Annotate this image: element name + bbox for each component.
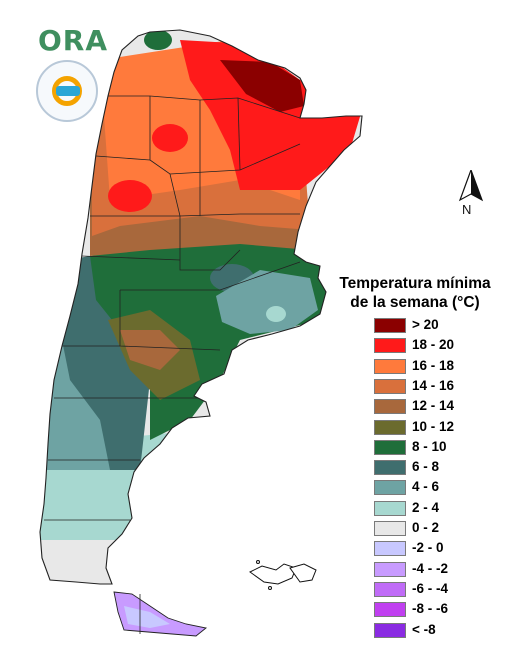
legend-item: 8 - 10 <box>374 438 494 458</box>
north-label: N <box>462 202 472 217</box>
legend-item: -6 - -4 <box>374 580 494 600</box>
legend-label: 6 - 8 <box>412 459 440 475</box>
legend-swatch <box>374 480 406 496</box>
legend-label: 0 - 2 <box>412 520 440 535</box>
legend-swatch <box>374 602 406 618</box>
legend-item: 14 - 16 <box>374 377 494 397</box>
legend-item: 18 - 20 <box>374 337 494 356</box>
legend-swatch <box>374 500 406 516</box>
legend-swatch <box>374 622 406 638</box>
legend-title: Temperatura mínima de la semana (°C) <box>330 274 500 312</box>
legend-swatch <box>374 378 406 394</box>
legend-item: 2 - 4 <box>374 499 494 519</box>
legend-item: -8 - -6 <box>374 601 494 620</box>
legend-item: 12 - 14 <box>374 398 494 417</box>
legend-item: > 20 <box>374 317 494 336</box>
legend-swatch <box>374 399 406 415</box>
legend-item: 6 - 8 <box>374 459 494 478</box>
legend-label: -2 - 0 <box>412 540 444 556</box>
ora-logo: ORA <box>38 24 108 57</box>
tierra-del-fuego <box>113 591 208 637</box>
legend-swatch <box>374 561 406 577</box>
legend-label: -8 - -6 <box>412 601 449 617</box>
legend-title-line-1: Temperatura mínima <box>339 275 491 292</box>
legend-swatch <box>374 460 406 476</box>
legend-swatch <box>374 439 406 455</box>
legend-label: 16 - 18 <box>412 357 455 373</box>
legend-swatch <box>374 419 406 435</box>
legend: Temperatura mínima de la semana (°C) > 2… <box>330 274 500 638</box>
legend-label: 14 - 16 <box>412 377 455 393</box>
legend-swatch <box>374 541 406 557</box>
legend-label: 12 - 14 <box>412 398 455 414</box>
legend-item: 16 - 18 <box>374 357 494 377</box>
legend-swatch <box>374 521 406 536</box>
seal-wave-icon <box>56 86 80 96</box>
legend-label: 10 - 12 <box>412 418 455 434</box>
legend-label: > 20 <box>412 317 439 332</box>
smn-seal-logo <box>36 60 98 122</box>
legend-label: 2 - 4 <box>412 499 440 515</box>
argentina-outline <box>39 29 363 585</box>
legend-item: 0 - 2 <box>374 520 494 539</box>
legend-item: -2 - 0 <box>374 540 494 559</box>
legend-label: 8 - 10 <box>412 438 447 454</box>
legend-label: 4 - 6 <box>412 479 440 495</box>
legend-title-line-2: de la semana (°C) <box>350 294 480 311</box>
legend-swatch <box>374 581 406 597</box>
malvinas-islands <box>249 560 317 590</box>
legend-item: -4 - -2 <box>374 560 494 580</box>
legend-label: < -8 <box>412 621 436 637</box>
legend-swatch <box>374 318 406 333</box>
legend-item: 4 - 6 <box>374 479 494 498</box>
legend-item: 10 - 12 <box>374 418 494 438</box>
legend-swatch <box>374 358 406 374</box>
legend-item: < -8 <box>374 621 494 641</box>
ora-logo-text: ORA <box>38 24 109 57</box>
legend-swatch <box>374 338 406 354</box>
legend-label: -4 - -2 <box>412 560 449 576</box>
north-arrow-icon <box>458 170 484 202</box>
legend-label: -6 - -4 <box>412 580 449 596</box>
legend-label: 18 - 20 <box>412 337 455 353</box>
province-boundaries <box>44 95 301 521</box>
